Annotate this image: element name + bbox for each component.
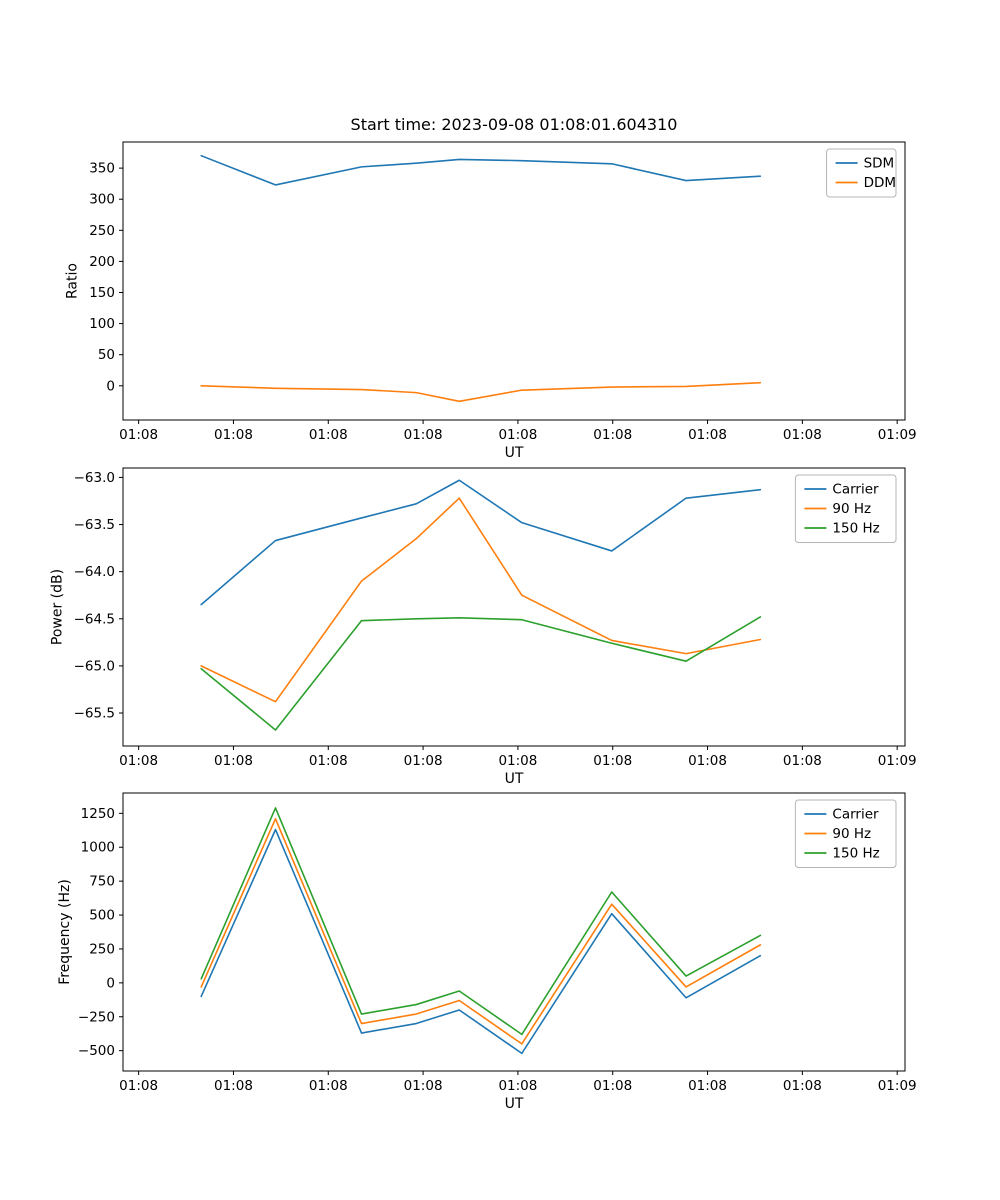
x-tick-label: 01:08 bbox=[498, 753, 537, 769]
x-tick-label: 01:08 bbox=[783, 427, 822, 443]
x-tick-label: 01:08 bbox=[498, 1078, 537, 1094]
legend-label: Carrier bbox=[832, 807, 879, 823]
y-tick-label: 500 bbox=[89, 908, 115, 924]
x-tick-label: 01:08 bbox=[593, 753, 632, 769]
y-tick-label: 200 bbox=[89, 254, 115, 270]
x-tick-label: 01:08 bbox=[404, 427, 443, 443]
legend-label: DDM bbox=[864, 175, 896, 191]
y-tick-label: −65.0 bbox=[74, 658, 115, 674]
x-tick-label: 01:08 bbox=[783, 753, 822, 769]
y-tick-label: 150 bbox=[89, 285, 115, 301]
axes-frame bbox=[122, 467, 906, 747]
y-tick-label: −500 bbox=[78, 1043, 115, 1059]
x-tick-label: 01:08 bbox=[783, 1078, 822, 1094]
series-line-90-hz bbox=[200, 497, 762, 703]
x-tick-label: 01:09 bbox=[878, 753, 917, 769]
x-tick-label: 01:08 bbox=[593, 1078, 632, 1094]
series-line-150-hz bbox=[200, 616, 762, 731]
series-line-carrier bbox=[200, 479, 762, 606]
chart-3: −500 −250 0 250 500 750 1000 1250 01:08 01:08 01:0… bbox=[57, 792, 917, 1112]
y-tick-label: −250 bbox=[78, 1009, 115, 1025]
legend: Carrier 90 Hz 150 Hz bbox=[794, 474, 897, 543]
y-tick-label: 250 bbox=[89, 941, 115, 957]
chart-1: 0 50 100 150 200 250 300 350 01:08 01:08 01:08 01:0… bbox=[65, 115, 917, 461]
y-tick-label: −65.5 bbox=[74, 706, 115, 722]
series-line-90-hz bbox=[200, 817, 762, 1045]
x-tick-label: 01:08 bbox=[404, 1078, 443, 1094]
y-tick-label: −64.5 bbox=[74, 611, 115, 627]
series-line-150-hz bbox=[200, 807, 762, 1036]
legend-label: 150 Hz bbox=[832, 846, 879, 862]
legend-label: SDM bbox=[864, 156, 895, 172]
x-tick-label: 01:08 bbox=[309, 753, 348, 769]
y-tick-label: 0 bbox=[106, 378, 115, 394]
y-tick-label: −64.0 bbox=[74, 564, 115, 580]
x-tick-label: 01:08 bbox=[498, 427, 537, 443]
x-tick-label: 01:08 bbox=[214, 753, 253, 769]
x-tick-label: 01:08 bbox=[119, 427, 158, 443]
y-axis-label: Frequency (Hz) bbox=[57, 879, 73, 985]
x-tick-label: 01:08 bbox=[688, 427, 727, 443]
x-axis-label: UT bbox=[505, 445, 524, 461]
y-tick-label: 750 bbox=[89, 874, 115, 890]
chart-title: Start time: 2023-09-08 01:08:01.604310 bbox=[351, 115, 678, 134]
y-tick-label: 100 bbox=[89, 316, 115, 332]
x-tick-label: 01:08 bbox=[119, 1078, 158, 1094]
x-tick-label: 01:08 bbox=[214, 1078, 253, 1094]
x-tick-label: 01:08 bbox=[214, 427, 253, 443]
x-axis-label: UT bbox=[505, 771, 524, 787]
legend-label: 150 Hz bbox=[832, 521, 879, 537]
x-tick-label: 01:08 bbox=[309, 427, 348, 443]
y-tick-label: 350 bbox=[89, 161, 115, 177]
legend-label: 90 Hz bbox=[832, 826, 871, 842]
series-line-sdm bbox=[200, 154, 762, 186]
legend-box bbox=[794, 799, 897, 868]
legend: Carrier 90 Hz 150 Hz bbox=[794, 799, 897, 868]
x-tick-label: 01:08 bbox=[309, 1078, 348, 1094]
y-tick-label: 1250 bbox=[81, 806, 115, 822]
y-tick-label: 1000 bbox=[81, 840, 115, 856]
legend-label: Carrier bbox=[832, 482, 879, 498]
legend-box bbox=[794, 474, 897, 543]
y-axis-label: Ratio bbox=[65, 263, 81, 299]
series-line-ddm bbox=[200, 381, 762, 403]
legend-box bbox=[826, 148, 897, 198]
axes-frame bbox=[122, 141, 906, 421]
axes-frame bbox=[122, 792, 906, 1072]
y-tick-label: −63.0 bbox=[74, 470, 115, 486]
x-tick-label: 01:08 bbox=[593, 427, 632, 443]
x-tick-label: 01:09 bbox=[878, 427, 917, 443]
legend-label: 90 Hz bbox=[832, 501, 871, 517]
x-tick-label: 01:08 bbox=[404, 753, 443, 769]
y-axis-label: Power (dB) bbox=[50, 569, 66, 645]
x-tick-label: 01:08 bbox=[119, 753, 158, 769]
x-tick-label: 01:09 bbox=[878, 1078, 917, 1094]
x-tick-label: 01:08 bbox=[688, 753, 727, 769]
y-tick-label: 50 bbox=[98, 347, 115, 363]
x-axis-label: UT bbox=[505, 1096, 524, 1112]
y-tick-label: 300 bbox=[89, 192, 115, 208]
series-line-carrier bbox=[200, 828, 762, 1055]
y-tick-label: 0 bbox=[106, 975, 115, 991]
x-tick-label: 01:08 bbox=[688, 1078, 727, 1094]
y-tick-label: −63.5 bbox=[74, 517, 115, 533]
y-tick-label: 250 bbox=[89, 223, 115, 239]
chart-2: −65.5 −65.0 −64.5 −64.0 −63.5 −63.0 01:08 01:08… bbox=[50, 467, 917, 787]
legend: SDM DDM bbox=[826, 148, 897, 198]
